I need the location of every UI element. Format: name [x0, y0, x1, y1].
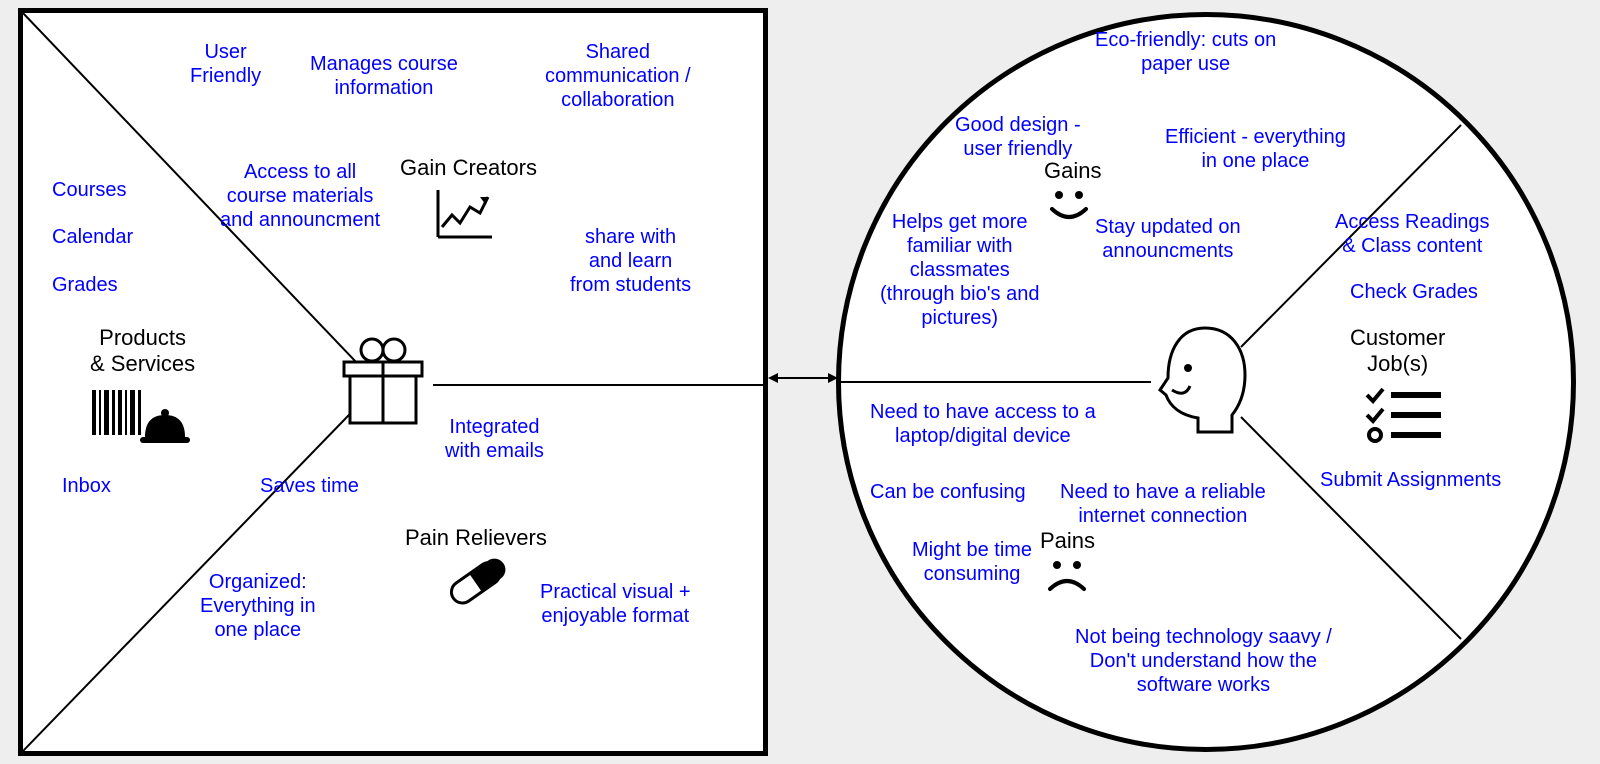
note-reliable-internet: Need to have a reliable internet connect…	[1060, 480, 1266, 528]
note-saves-time: Saves time	[260, 474, 359, 498]
note-manages-course: Manages course information	[310, 52, 458, 100]
note-not-tech-savvy: Not being technology saavy / Don't under…	[1075, 625, 1332, 697]
note-need-laptop: Need to have access to a laptop/digital …	[870, 400, 1096, 448]
note-share-learn: share with and learn from students	[570, 225, 691, 297]
note-access-materials: Access to all course materials and annou…	[220, 160, 380, 232]
pain-relievers-label: Pain Relievers	[405, 525, 547, 551]
note-good-design: Good design - user friendly	[955, 113, 1081, 161]
note-stay-updated: Stay updated on announcments	[1095, 215, 1241, 263]
profile-head-icon	[1150, 320, 1260, 440]
note-practical-visual: Practical visual + enjoyable format	[540, 580, 691, 628]
note-access-readings: Access Readings & Class content	[1335, 210, 1490, 258]
sad-face-icon	[1042, 555, 1092, 597]
note-efficient: Efficient - everything in one place	[1165, 125, 1346, 173]
note-submit-assignments: Submit Assignments	[1320, 468, 1501, 492]
note-courses: Courses	[52, 178, 126, 202]
growth-chart-icon	[430, 185, 500, 245]
note-integrated-emails: Integrated with emails	[445, 415, 544, 463]
note-organized: Organized: Everything in one place	[200, 570, 316, 642]
value-proposition-canvas: Products & Services Gain Creators Pain R…	[0, 0, 1600, 764]
products-services-icon	[90, 385, 190, 445]
note-time-consuming: Might be time consuming	[912, 538, 1032, 586]
pains-label: Pains	[1040, 528, 1095, 554]
connector-arrow-icon	[768, 368, 838, 388]
note-helps-familiar: Helps get more familiar with classmates …	[880, 210, 1039, 330]
smiley-icon	[1044, 185, 1094, 227]
gift-icon	[338, 320, 428, 430]
note-grades: Grades	[52, 273, 118, 297]
customer-jobs-label: Customer Job(s)	[1350, 325, 1445, 378]
gain-creators-label: Gain Creators	[400, 155, 537, 181]
pill-icon	[440, 555, 510, 610]
products-services-label: Products & Services	[90, 325, 195, 378]
note-confusing: Can be confusing	[870, 480, 1026, 504]
note-calendar: Calendar	[52, 225, 133, 249]
gains-label: Gains	[1044, 158, 1101, 184]
note-inbox: Inbox	[62, 474, 111, 498]
checklist-icon	[1365, 385, 1445, 445]
note-eco-friendly: Eco-friendly: cuts on paper use	[1095, 28, 1276, 76]
note-shared-comm: Shared communication / collaboration	[545, 40, 691, 112]
note-user-friendly: User Friendly	[190, 40, 261, 88]
note-check-grades: Check Grades	[1350, 280, 1478, 304]
